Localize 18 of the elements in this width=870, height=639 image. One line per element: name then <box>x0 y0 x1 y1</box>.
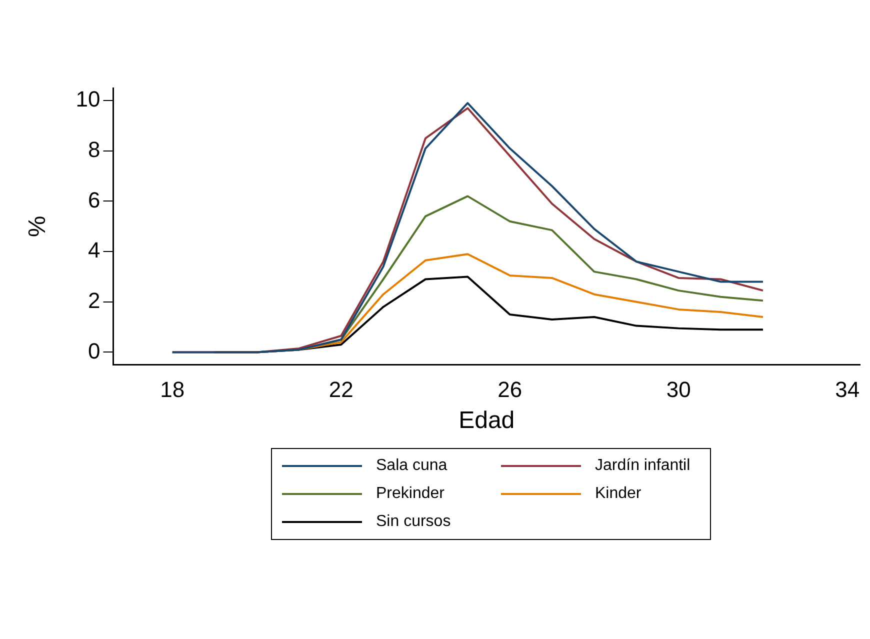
x-tick-label: 26 <box>498 377 522 402</box>
x-tick-label: 18 <box>160 377 185 402</box>
y-tick-label: 0 <box>88 338 100 364</box>
y-tick-label: 2 <box>88 288 100 313</box>
x-tick-label: 34 <box>835 377 860 402</box>
legend-label: Prekinder <box>376 485 444 503</box>
y-tick-label: 10 <box>76 86 100 112</box>
y-tick-label: 6 <box>88 187 100 212</box>
x-axis-title: Edad <box>458 407 515 434</box>
x-tick-label: 30 <box>666 377 691 402</box>
y-axis-title: % <box>24 216 52 238</box>
legend-label: Jardín infantil <box>595 457 690 475</box>
y-tick-label: 4 <box>88 238 100 263</box>
y-tick-label: 8 <box>88 136 100 162</box>
legend-label: Sin cursos <box>376 513 451 531</box>
legend-label: Kinder <box>595 485 642 503</box>
legend-label: Sala cuna <box>376 457 448 475</box>
x-tick-label: 22 <box>328 377 354 402</box>
